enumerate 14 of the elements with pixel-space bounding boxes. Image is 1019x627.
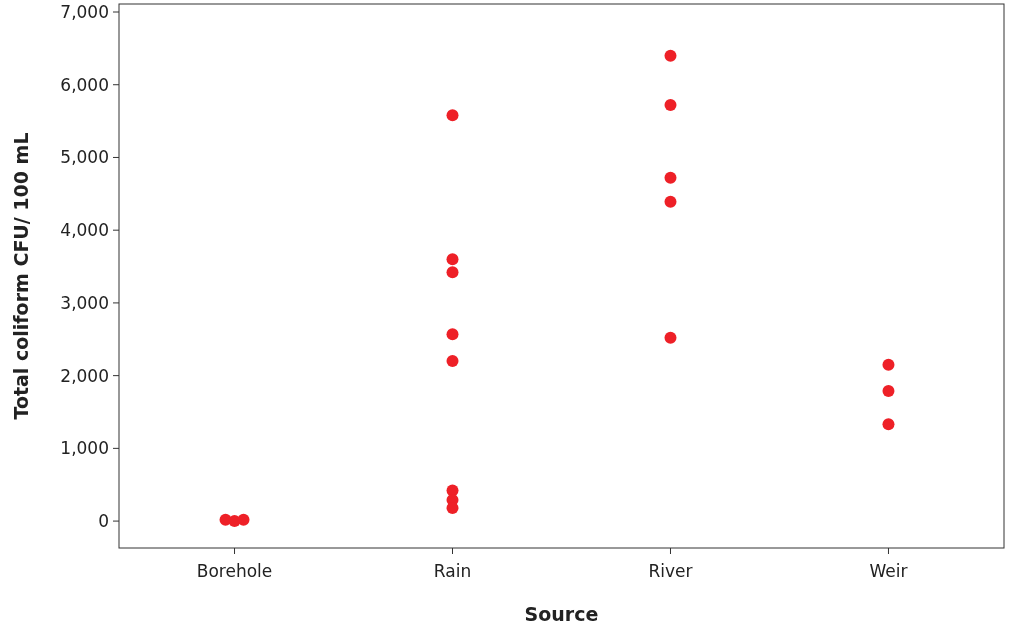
y-tick-label: 0 — [98, 511, 109, 532]
y-tick-label: 7,000 — [60, 1, 109, 22]
x-tick-label: Borehole — [196, 561, 273, 581]
x-tick-label: Weir — [869, 561, 908, 581]
y-tick-label: 3,000 — [60, 292, 109, 313]
x-tick-label: River — [648, 561, 693, 581]
y-tick-label: 5,000 — [60, 147, 109, 168]
y-tick-label: 4,000 — [60, 220, 109, 241]
y-tick-label: 1,000 — [60, 438, 109, 459]
x-axis-title: Source — [524, 603, 599, 625]
y-tick-label: 6,000 — [60, 74, 109, 95]
y-axis-title: Total coliform CFU/ 100 mL — [10, 132, 32, 420]
x-tick-label: Rain — [433, 561, 472, 581]
y-tick-label: 2,000 — [60, 365, 109, 386]
